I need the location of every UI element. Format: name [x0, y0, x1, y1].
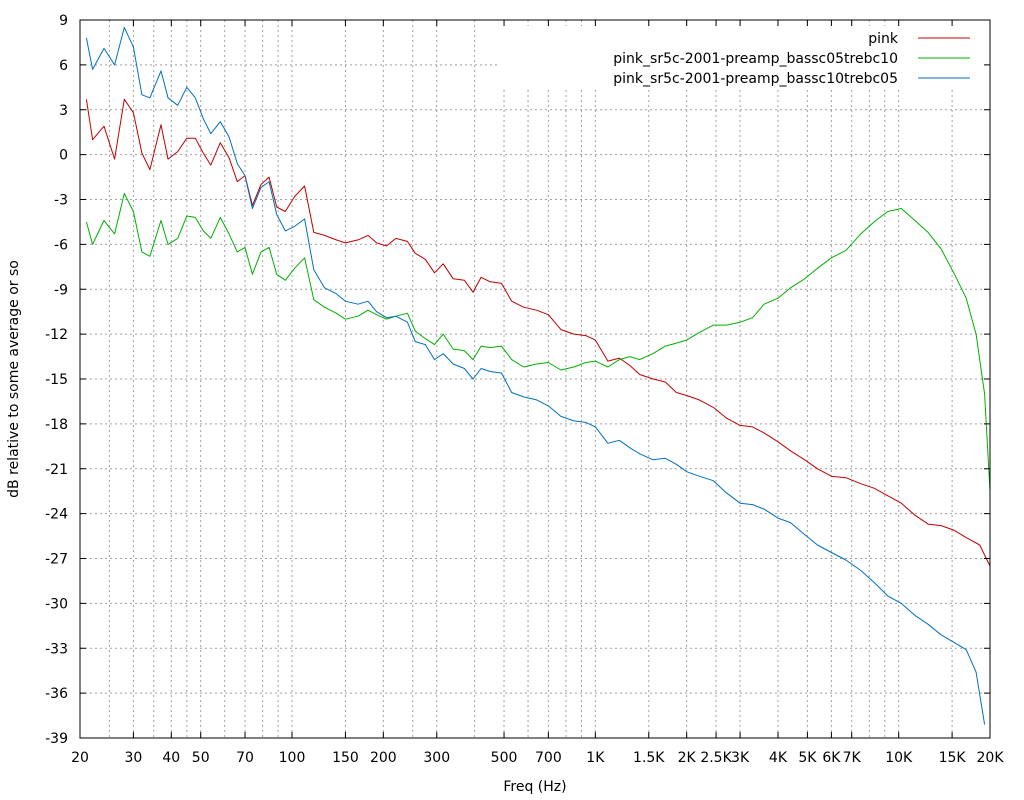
y-tick-label: -27 [45, 552, 68, 568]
series-line-2 [85, 193, 991, 492]
y-tick-label: 9 [59, 13, 68, 29]
x-tick-label: 5K [798, 750, 817, 766]
x-tick-label: 30 [125, 750, 143, 766]
series-line-1 [85, 98, 991, 567]
y-tick-label: -24 [45, 507, 68, 523]
series-line-3 [85, 27, 986, 725]
x-tick-label: 1.5K [633, 750, 665, 766]
y-tick-label: -21 [45, 462, 68, 478]
y-tick-label: -30 [45, 596, 68, 612]
x-tick-label: 10K [885, 750, 913, 766]
legend: pink pink_sr5c-2001-preamp_bassc05trebc10… [613, 31, 970, 87]
x-tick-label: 200 [370, 750, 397, 766]
y-tick-label: -12 [45, 327, 68, 343]
x-tick-label: 20K [977, 750, 1005, 766]
x-tick-label: 3K [731, 750, 750, 766]
x-tick-label: 300 [423, 750, 450, 766]
x-tick-label: 20 [71, 750, 89, 766]
y-tick-label: -15 [45, 372, 68, 388]
x-tick-label: 50 [192, 750, 210, 766]
y-axis-label: dB relative to some average or so [6, 260, 22, 498]
x-tick-label: 700 [535, 750, 562, 766]
x-tick-label: 4K [769, 750, 788, 766]
legend-background [500, 26, 985, 90]
x-tick-label: 7K [843, 750, 862, 766]
x-tick-label: 70 [236, 750, 254, 766]
series-lines [85, 27, 991, 725]
x-tick-label: 6K [822, 750, 841, 766]
y-tick-label: 6 [59, 58, 68, 74]
x-tick-label: 2K [678, 750, 697, 766]
y-tick-label: -18 [45, 417, 68, 433]
y-tick-label: 0 [59, 148, 68, 164]
legend-label: pink_sr5c-2001-preamp_bassc10trebc05 [613, 71, 898, 87]
axis-ticks: 9630-3-6-9-12-15-18-21-24-27-30-33-36-39… [45, 13, 1004, 766]
x-tick-label: 15K [939, 750, 967, 766]
x-tick-label: 1K [586, 750, 605, 766]
y-tick-label: -3 [54, 193, 68, 209]
x-axis-label: Freq (Hz) [503, 779, 566, 795]
x-tick-label: 40 [162, 750, 180, 766]
legend-label: pink_sr5c-2001-preamp_bassc05trebc10 [613, 51, 898, 67]
x-tick-label: 150 [332, 750, 359, 766]
x-tick-label: 500 [491, 750, 518, 766]
y-tick-label: -39 [45, 731, 68, 747]
y-tick-label: -36 [45, 686, 68, 702]
legend-label: pink [868, 31, 899, 47]
x-tick-label: 100 [279, 750, 306, 766]
y-tick-label: 3 [59, 103, 68, 119]
y-tick-label: -6 [54, 237, 68, 253]
y-tick-label: -9 [54, 282, 68, 298]
y-tick-label: -33 [45, 641, 68, 657]
x-tick-label: 2.5K [700, 750, 732, 766]
